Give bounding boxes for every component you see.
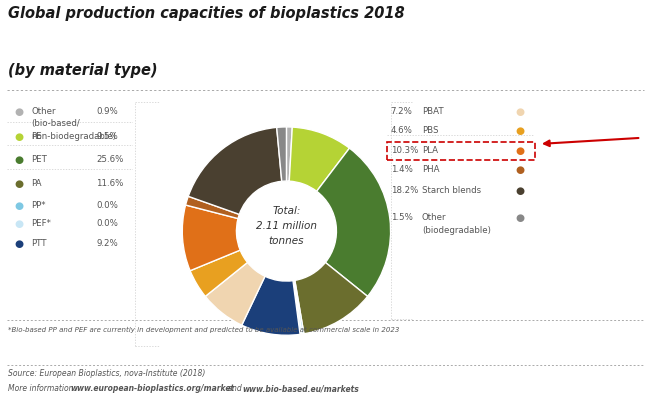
- Text: 0.0%: 0.0%: [96, 201, 118, 210]
- Text: (bio-based/: (bio-based/: [31, 119, 80, 128]
- Text: 9.2%: 9.2%: [96, 239, 118, 248]
- Text: PHA: PHA: [422, 165, 439, 174]
- Text: ●: ●: [14, 219, 23, 229]
- Wedge shape: [316, 148, 391, 297]
- Text: PEF*: PEF*: [31, 219, 51, 228]
- Text: PLA: PLA: [422, 146, 438, 155]
- Text: 1.4%: 1.4%: [391, 165, 413, 174]
- Wedge shape: [289, 127, 350, 191]
- Text: (biodegradable): (biodegradable): [422, 226, 491, 235]
- Text: PET: PET: [31, 155, 47, 164]
- Text: ●: ●: [516, 213, 525, 223]
- Wedge shape: [286, 127, 292, 181]
- Text: 4.6%: 4.6%: [391, 126, 413, 135]
- Text: PBS: PBS: [422, 126, 438, 135]
- Text: 1.5%: 1.5%: [391, 213, 413, 222]
- Text: Total:
2.11 million
tonnes: Total: 2.11 million tonnes: [256, 206, 317, 246]
- Text: and: and: [225, 384, 243, 393]
- Text: 11.6%: 11.6%: [96, 179, 124, 188]
- Text: PE: PE: [31, 132, 42, 141]
- Text: ●: ●: [516, 186, 525, 196]
- Wedge shape: [186, 196, 240, 218]
- Wedge shape: [293, 281, 302, 334]
- Text: 10.3%: 10.3%: [391, 146, 418, 155]
- Wedge shape: [242, 276, 300, 335]
- Text: 0.9%: 0.9%: [96, 107, 118, 116]
- Text: ●: ●: [516, 126, 525, 135]
- Text: PA: PA: [31, 179, 42, 188]
- Text: www.european-bioplastics.org/market: www.european-bioplastics.org/market: [70, 384, 234, 393]
- Text: ●: ●: [14, 239, 23, 249]
- Wedge shape: [190, 250, 247, 297]
- Text: Other: Other: [422, 213, 447, 222]
- Text: Other: Other: [31, 107, 56, 116]
- Text: Global production capacities of bioplastics 2018: Global production capacities of bioplast…: [8, 6, 404, 21]
- Text: ●: ●: [516, 107, 525, 117]
- Text: Source: European Bioplastics, nova-Institute (2018): Source: European Bioplastics, nova-Insti…: [8, 369, 205, 378]
- Text: Starch blends: Starch blends: [422, 186, 481, 195]
- Text: 25.6%: 25.6%: [96, 155, 124, 164]
- Wedge shape: [205, 263, 265, 325]
- Text: ●: ●: [516, 165, 525, 175]
- Text: ●: ●: [14, 132, 23, 142]
- Text: ●: ●: [14, 155, 23, 164]
- Wedge shape: [277, 127, 286, 181]
- Text: PTT: PTT: [31, 239, 47, 248]
- Text: ●: ●: [14, 107, 23, 117]
- Text: More information:: More information:: [8, 384, 78, 393]
- Text: PP*: PP*: [31, 201, 46, 210]
- Text: www.bio-based.eu/markets: www.bio-based.eu/markets: [242, 384, 359, 393]
- Text: 7.2%: 7.2%: [391, 107, 413, 116]
- Text: non-biodegradable): non-biodegradable): [31, 132, 116, 141]
- Text: 0.0%: 0.0%: [96, 219, 118, 228]
- Text: 18.2%: 18.2%: [391, 186, 418, 195]
- Text: PBAT: PBAT: [422, 107, 443, 116]
- Wedge shape: [294, 281, 304, 334]
- Wedge shape: [188, 127, 282, 214]
- Wedge shape: [182, 205, 240, 271]
- Text: ●: ●: [14, 179, 23, 189]
- Text: ●: ●: [516, 146, 525, 156]
- Text: *Bio-based PP and PEF are currently in development and predicted to be available: *Bio-based PP and PEF are currently in d…: [8, 327, 399, 333]
- Wedge shape: [295, 263, 368, 334]
- Text: (by material type): (by material type): [8, 63, 158, 79]
- Text: ●: ●: [14, 201, 23, 211]
- Text: 9.5%: 9.5%: [96, 132, 118, 141]
